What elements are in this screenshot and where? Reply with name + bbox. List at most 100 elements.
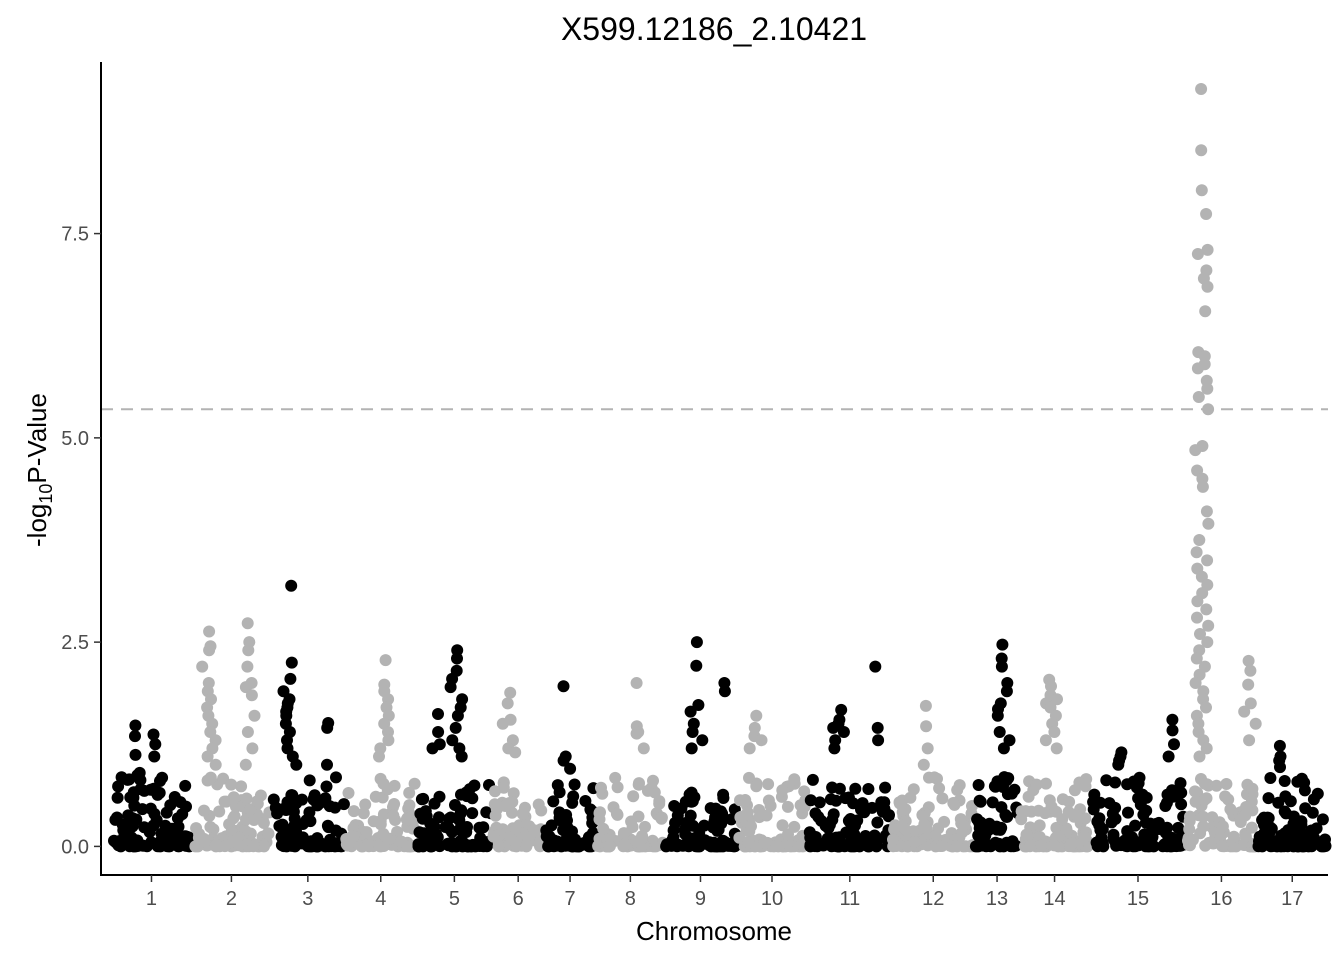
data-point bbox=[1201, 243, 1214, 256]
data-point bbox=[451, 652, 463, 665]
data-point bbox=[1262, 812, 1275, 825]
data-point bbox=[1239, 830, 1252, 843]
data-point bbox=[108, 834, 120, 847]
data-point bbox=[540, 824, 553, 837]
data-point bbox=[196, 660, 209, 673]
data-point bbox=[377, 808, 390, 821]
data-point bbox=[714, 805, 727, 818]
data-point bbox=[632, 810, 645, 823]
data-point bbox=[833, 782, 846, 795]
data-point bbox=[908, 836, 921, 848]
data-point bbox=[1200, 505, 1213, 518]
data-point bbox=[1020, 828, 1033, 841]
data-point bbox=[1048, 726, 1061, 738]
data-point bbox=[1202, 517, 1215, 530]
data-point bbox=[257, 817, 270, 829]
data-point bbox=[920, 822, 933, 835]
x-axis-ticks: 1 2 3 4 5 6 7 8 9 10 11 12 13 14 15 16 17 bbox=[146, 875, 1303, 910]
x-tick-label: 16 bbox=[1210, 888, 1232, 910]
data-point bbox=[123, 773, 136, 786]
chromosome-7-points bbox=[540, 778, 600, 853]
data-point bbox=[154, 775, 166, 787]
data-point bbox=[446, 734, 459, 747]
y-tick-label: 2.5 bbox=[61, 632, 89, 654]
x-tick-label: 11 bbox=[839, 888, 860, 910]
data-point bbox=[1196, 480, 1209, 493]
data-point bbox=[1109, 812, 1122, 825]
peak-chr9 bbox=[718, 677, 731, 698]
data-point bbox=[717, 788, 730, 801]
data-point bbox=[148, 784, 161, 797]
data-point bbox=[1278, 805, 1291, 818]
data-point bbox=[428, 797, 441, 810]
data-point bbox=[248, 709, 261, 722]
data-point bbox=[374, 818, 387, 831]
data-point bbox=[1165, 831, 1178, 844]
peak-chr11 bbox=[827, 703, 850, 755]
data-point bbox=[907, 783, 920, 796]
data-point bbox=[134, 783, 147, 796]
data-point bbox=[373, 750, 385, 763]
data-point bbox=[401, 840, 414, 853]
data-point bbox=[489, 785, 501, 798]
data-point bbox=[1242, 678, 1255, 691]
data-point bbox=[1199, 305, 1212, 318]
data-point bbox=[1227, 830, 1240, 843]
data-point bbox=[632, 778, 645, 791]
data-point bbox=[379, 654, 392, 667]
data-point bbox=[1091, 840, 1104, 853]
data-point bbox=[227, 791, 240, 804]
data-point bbox=[1050, 805, 1063, 818]
data-point bbox=[1189, 677, 1202, 689]
data-point bbox=[1201, 636, 1214, 649]
data-point bbox=[1189, 785, 1201, 798]
x-tick-label: 7 bbox=[565, 888, 576, 910]
data-point bbox=[882, 810, 895, 823]
data-point bbox=[176, 808, 189, 821]
data-point bbox=[388, 798, 401, 810]
data-point bbox=[117, 824, 130, 837]
data-point bbox=[679, 828, 692, 841]
data-point bbox=[1299, 802, 1312, 815]
data-point bbox=[703, 836, 716, 849]
data-point bbox=[477, 821, 490, 834]
data-point bbox=[1174, 777, 1187, 790]
data-point bbox=[917, 758, 930, 771]
peak-chr9 bbox=[684, 636, 709, 755]
data-point bbox=[1033, 819, 1046, 832]
data-point bbox=[1191, 611, 1203, 624]
data-point bbox=[341, 839, 354, 852]
data-point bbox=[138, 821, 151, 834]
data-point bbox=[1244, 664, 1257, 677]
x-tick-label: 10 bbox=[761, 888, 783, 910]
data-point bbox=[742, 836, 755, 849]
data-point bbox=[879, 781, 892, 794]
data-point bbox=[630, 677, 643, 689]
data-point bbox=[1242, 654, 1255, 667]
data-point bbox=[1023, 840, 1036, 853]
data-point bbox=[1193, 750, 1206, 763]
data-point bbox=[449, 721, 462, 734]
data-point bbox=[685, 742, 698, 755]
data-point bbox=[972, 779, 985, 791]
data-point bbox=[938, 815, 951, 828]
data-point bbox=[149, 738, 162, 751]
data-point bbox=[696, 734, 709, 747]
peak-chr15 bbox=[1112, 746, 1128, 771]
data-point bbox=[689, 840, 702, 853]
peak-chr14 bbox=[1039, 673, 1063, 755]
chromosome-17-points bbox=[1252, 772, 1332, 853]
data-point bbox=[148, 750, 161, 763]
data-point bbox=[1189, 444, 1202, 457]
data-point bbox=[1186, 833, 1199, 846]
data-point bbox=[1189, 795, 1202, 808]
data-point bbox=[290, 758, 303, 771]
y-axis-label-subscript: 10 bbox=[36, 484, 56, 504]
data-point bbox=[1200, 701, 1212, 714]
data-point bbox=[844, 813, 857, 825]
data-point bbox=[567, 790, 580, 803]
data-point bbox=[492, 840, 505, 853]
x-tick-label: 5 bbox=[449, 888, 460, 910]
data-point bbox=[240, 792, 253, 805]
data-point bbox=[982, 823, 995, 836]
